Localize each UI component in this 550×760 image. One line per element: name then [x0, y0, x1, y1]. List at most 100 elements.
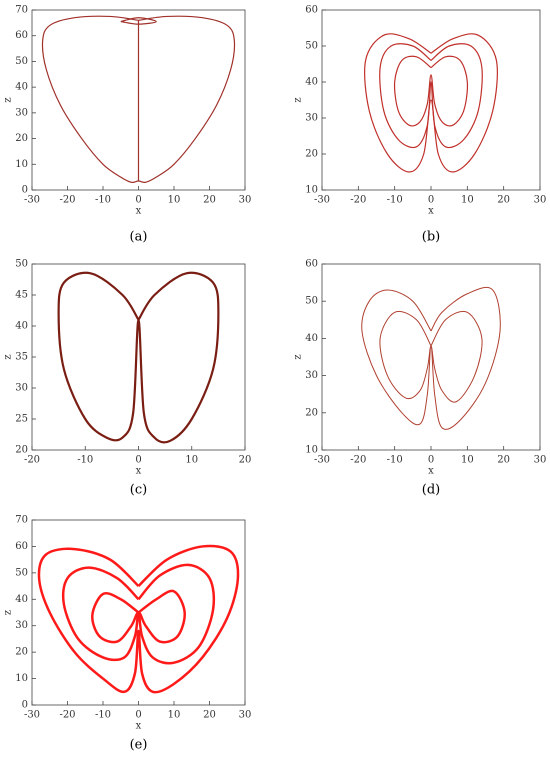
x-tick-label: -20 — [350, 455, 366, 466]
panel: -30 -20 -10 0 10 20 30 0 10 20 30 40 50 60 70 x z (a) — [3, 5, 252, 245]
x-tick-label: 20 — [497, 195, 510, 206]
y-tick-label: 20 — [305, 407, 318, 418]
y-tick-label: 50 — [305, 296, 318, 307]
plot-frame — [31, 263, 246, 451]
panel: -30 -20 -10 0 10 20 30 10 20 30 40 50 60 x z (d) — [293, 259, 547, 498]
y-tick-label: 50 — [15, 567, 28, 578]
caption: (d) — [422, 483, 440, 498]
y-tick-label: 45 — [15, 290, 28, 301]
caption: (c) — [130, 483, 147, 498]
y-tick-label: 30 — [305, 370, 318, 381]
y-tick-label: 30 — [15, 107, 28, 118]
x-tick-label: -10 — [95, 195, 111, 206]
trajectory — [393, 55, 469, 127]
y-axis-label: z — [3, 610, 14, 615]
trajectory — [37, 544, 240, 694]
x-axis-label: x — [136, 466, 142, 477]
x-tick-label: -10 — [387, 195, 403, 206]
x-tick-label: -30 — [24, 195, 40, 206]
x-tick-label: 0 — [135, 710, 141, 721]
y-tick-label: 0 — [22, 700, 28, 711]
y-axis-label: z — [293, 354, 304, 359]
x-tick-label: 20 — [239, 455, 252, 466]
x-axis-label: x — [428, 466, 434, 477]
x-tick-label: -20 — [350, 195, 366, 206]
y-axis-label: z — [3, 354, 14, 359]
x-tick-label: -20 — [59, 195, 75, 206]
trajectory — [379, 310, 483, 403]
y-tick-label: 30 — [15, 620, 28, 631]
x-tick-label: 0 — [428, 195, 434, 206]
y-tick-label: 50 — [15, 56, 28, 67]
y-tick-label: 40 — [15, 594, 28, 605]
x-tick-label: -20 — [59, 710, 75, 721]
y-tick-label: 10 — [305, 185, 318, 196]
y-tick-label: 60 — [15, 30, 28, 41]
y-tick-label: 70 — [15, 5, 28, 16]
y-tick-label: 50 — [305, 41, 318, 52]
trajectory — [379, 43, 483, 149]
y-tick-label: 30 — [15, 383, 28, 394]
x-tick-label: 20 — [497, 455, 510, 466]
x-tick-label: 10 — [185, 455, 198, 466]
y-tick-label: 10 — [15, 159, 28, 170]
y-tick-label: 35 — [15, 352, 28, 363]
panel: -30 -20 -10 0 10 20 30 0 10 20 30 40 50 60 70 x z (e) — [3, 515, 252, 753]
y-tick-label: 20 — [15, 647, 28, 658]
x-tick-label: -30 — [24, 710, 40, 721]
x-tick-label: 0 — [428, 455, 434, 466]
trajectory — [61, 563, 216, 665]
x-tick-label: 20 — [203, 195, 216, 206]
x-tick-label: 0 — [135, 455, 141, 466]
x-tick-label: 10 — [168, 195, 181, 206]
trajectory — [120, 17, 157, 25]
y-tick-label: 20 — [15, 445, 28, 456]
x-axis-label: x — [136, 721, 142, 732]
x-tick-label: 10 — [461, 455, 474, 466]
caption: (b) — [422, 230, 440, 245]
y-axis-label: z — [3, 97, 14, 102]
x-tick-label: 10 — [168, 710, 181, 721]
x-tick-label: -10 — [95, 710, 111, 721]
x-axis-label: x — [136, 206, 142, 217]
y-tick-label: 10 — [305, 445, 318, 456]
y-tick-label: 40 — [15, 321, 28, 332]
y-tick-label: 20 — [15, 133, 28, 144]
y-tick-label: 60 — [305, 259, 318, 270]
caption: (e) — [130, 738, 148, 753]
caption: (a) — [130, 230, 148, 245]
y-tick-label: 60 — [305, 5, 318, 16]
y-tick-label: 0 — [22, 185, 28, 196]
y-tick-label: 20 — [305, 149, 318, 160]
y-tick-label: 40 — [305, 77, 318, 88]
x-tick-label: -20 — [24, 455, 40, 466]
x-tick-label: 10 — [461, 195, 474, 206]
trajectory — [364, 33, 498, 173]
y-tick-label: 60 — [15, 541, 28, 552]
x-tick-label: 0 — [135, 195, 141, 206]
y-tick-label: 30 — [305, 113, 318, 124]
y-tick-label: 40 — [305, 333, 318, 344]
y-tick-label: 40 — [15, 82, 28, 93]
y-axis-label: z — [293, 97, 304, 102]
x-axis-label: x — [428, 206, 434, 217]
plot-frame — [321, 263, 541, 451]
x-tick-label: -30 — [314, 455, 330, 466]
y-tick-label: 10 — [15, 673, 28, 684]
x-tick-label: -10 — [387, 455, 403, 466]
x-tick-label: -30 — [314, 195, 330, 206]
panel: -30 -20 -10 0 10 20 30 10 20 30 40 50 60 x z (b) — [293, 5, 547, 245]
x-tick-label: 30 — [534, 455, 547, 466]
trajectory — [57, 271, 220, 444]
x-tick-label: 20 — [203, 710, 216, 721]
y-tick-label: 25 — [15, 414, 28, 425]
x-tick-label: 30 — [239, 195, 252, 206]
y-tick-label: 50 — [15, 259, 28, 270]
y-tick-label: 70 — [15, 515, 28, 526]
trajectory — [91, 589, 186, 644]
x-tick-label: 30 — [239, 710, 252, 721]
x-tick-label: 30 — [534, 195, 547, 206]
panel: -20 -10 0 10 20 20 25 30 35 40 45 50 x z (c) — [3, 259, 252, 498]
x-tick-label: -10 — [77, 455, 93, 466]
